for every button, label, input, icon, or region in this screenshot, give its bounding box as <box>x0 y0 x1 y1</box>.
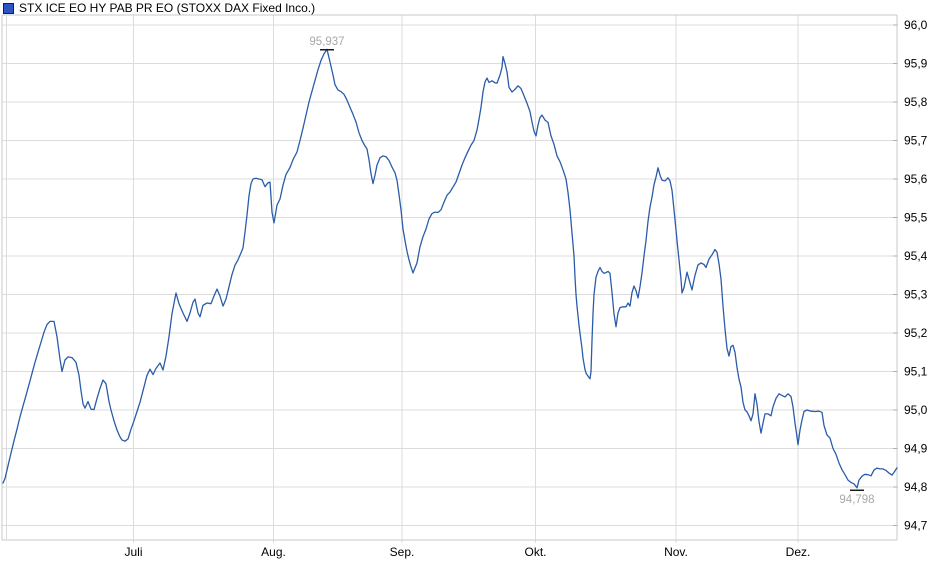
x-axis-label: Okt. <box>524 545 546 559</box>
x-axis-label: Nov. <box>664 545 688 559</box>
series-color-swatch <box>3 2 14 14</box>
y-axis-label: 95,3 <box>904 288 928 302</box>
legend: STX ICE EO HY PAB PR EO (STOXX DAX Fixed… <box>3 1 315 15</box>
y-axis-label: 95,2 <box>904 326 928 340</box>
y-axis-label: 95,0 <box>904 403 928 417</box>
x-axis-label: Dez. <box>786 545 811 559</box>
x-axis-label: Sep. <box>390 545 415 559</box>
y-axis-label: 95,4 <box>904 249 928 263</box>
chart-title: STX ICE EO HY PAB PR EO (STOXX DAX Fixed… <box>19 0 316 15</box>
y-axis-label: 95,6 <box>904 172 928 186</box>
y-axis-label: 95,5 <box>904 211 928 225</box>
y-axis-label: 96,0 <box>904 18 928 32</box>
min-annotation: 94,798 <box>839 494 874 506</box>
max-annotation: 95,937 <box>309 36 344 48</box>
y-axis-label: 94,7 <box>904 519 928 533</box>
x-axis-label: Juli <box>124 545 142 559</box>
y-axis-label: 95,9 <box>904 57 928 71</box>
y-axis-label: 94,8 <box>904 480 928 494</box>
x-axis-label: Aug. <box>261 545 286 559</box>
y-axis-label: 95,7 <box>904 134 928 148</box>
y-axis-label: 94,9 <box>904 442 928 456</box>
y-axis-label: 95,1 <box>904 365 928 379</box>
y-axis-label: 95,8 <box>904 95 928 109</box>
price-line <box>2 48 898 489</box>
